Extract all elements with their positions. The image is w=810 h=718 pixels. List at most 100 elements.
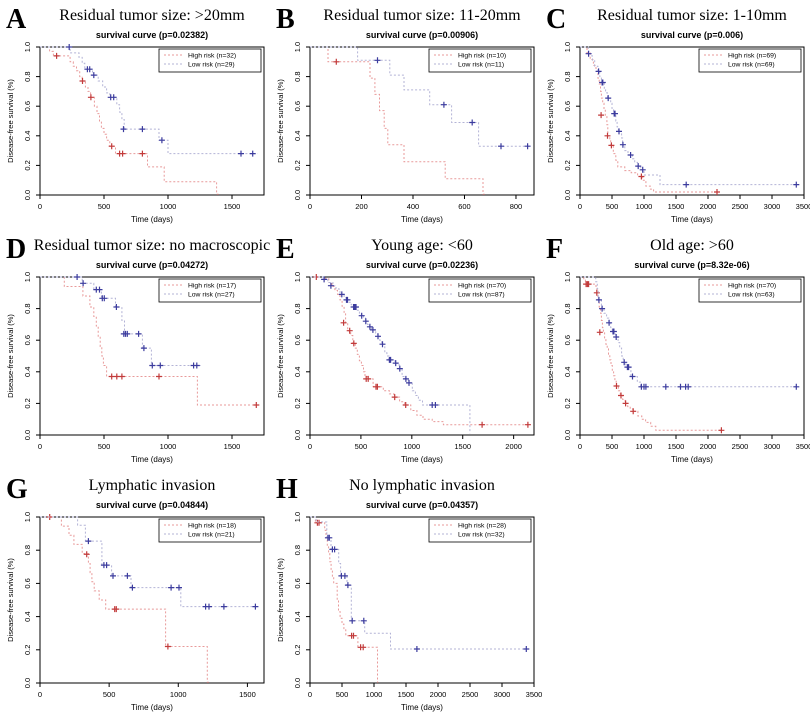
survival-curve (310, 46, 530, 147)
y-tick-label: 0.2 (23, 398, 32, 408)
legend-label: High risk (n=18) (188, 523, 236, 530)
x-tick-label: 1500 (454, 442, 471, 451)
x-tick-label: 1500 (224, 442, 241, 451)
y-axis-label: Disease-free survival (%) (546, 314, 555, 398)
y-tick-label: 1.0 (293, 512, 302, 522)
y-tick-label: 0.0 (23, 430, 32, 440)
panel-subtitle: survival curve (p=0.006) (641, 30, 743, 40)
panel-subtitle: survival curve (p=0.04357) (366, 500, 478, 510)
panel-title: Lymphatic invasion (89, 477, 216, 494)
x-tick-label: 0 (578, 442, 582, 451)
y-tick-label: 0.6 (293, 101, 302, 111)
y-tick-label: 0.8 (23, 545, 32, 555)
x-tick-label: 1000 (160, 202, 177, 211)
y-tick-label: 1.0 (563, 272, 572, 282)
x-tick-label: 0 (308, 202, 312, 211)
panel-letter: H (276, 474, 298, 505)
y-tick-label: 0.6 (563, 335, 572, 345)
x-tick-label: 2500 (732, 442, 749, 451)
x-tick-label: 0 (38, 202, 42, 211)
y-tick-label: 0.0 (563, 190, 572, 200)
y-tick-label: 0.6 (23, 101, 32, 111)
x-tick-label: 3000 (764, 442, 781, 451)
survival-curve (580, 46, 719, 193)
y-tick-label: 0.2 (23, 645, 32, 655)
y-tick-label: 0.2 (293, 160, 302, 170)
y-tick-label: 0.6 (563, 101, 572, 111)
panel-letter: E (276, 234, 295, 265)
censor-marks (598, 112, 720, 195)
x-axis-label: Time (days) (401, 455, 443, 464)
y-tick-label: 0.4 (563, 367, 572, 377)
y-tick-label: 0.8 (563, 71, 572, 81)
x-tick-label: 1000 (636, 442, 653, 451)
censor-marks (324, 534, 530, 652)
x-tick-label: 2000 (430, 690, 447, 699)
plot-box (39, 276, 265, 436)
x-axis-label: Time (days) (131, 215, 173, 224)
x-tick-label: 1000 (403, 442, 420, 451)
x-tick-label: 1000 (170, 690, 187, 699)
panel-subtitle: survival curve (p=8.32e-06) (634, 260, 749, 270)
y-tick-label: 0.6 (23, 335, 32, 345)
y-axis-label: Disease-free survival (%) (276, 314, 285, 398)
x-tick-label: 0 (578, 202, 582, 211)
y-tick-label: 0.4 (293, 131, 302, 141)
plot-box (39, 516, 265, 684)
plot-box (309, 516, 535, 684)
km-panel-C: C Residual tumor size: 1-10mm survival cur… (546, 4, 810, 224)
y-tick-label: 0.8 (293, 71, 302, 81)
censor-marks (314, 519, 367, 651)
x-tick-label: 500 (355, 442, 368, 451)
survival-curve (40, 276, 258, 406)
y-tick-label: 0.4 (563, 131, 572, 141)
x-tick-label: 500 (606, 202, 619, 211)
legend-label: High risk (n=70) (728, 283, 776, 290)
x-tick-label: 800 (510, 202, 523, 211)
y-tick-label: 1.0 (293, 272, 302, 282)
panel-subtitle: survival curve (p=0.04272) (96, 260, 208, 270)
y-tick-label: 1.0 (23, 512, 32, 522)
x-tick-label: 500 (98, 202, 111, 211)
survival-curve (310, 516, 528, 650)
censor-marks (583, 281, 725, 434)
x-axis-label: Time (days) (671, 455, 713, 464)
y-tick-label: 0.8 (563, 303, 572, 313)
x-tick-label: 500 (336, 690, 349, 699)
legend-box (428, 518, 532, 543)
y-axis-label: Disease-free survival (%) (276, 558, 285, 642)
y-tick-label: 0.2 (563, 160, 572, 170)
plot-box (579, 46, 805, 196)
censor-marks (585, 50, 800, 188)
panel-title: Residual tumor size: 1-10mm (597, 7, 787, 24)
x-tick-label: 2000 (700, 202, 717, 211)
y-tick-label: 0.8 (293, 303, 302, 313)
censor-marks (85, 538, 259, 610)
y-axis-label: Disease-free survival (%) (6, 79, 15, 163)
y-tick-label: 0.8 (23, 303, 32, 313)
km-panel-A: A Residual tumor size: >20mm survival curv… (6, 4, 265, 224)
y-tick-label: 0.4 (293, 611, 302, 621)
legend-box (698, 278, 802, 303)
x-tick-label: 2000 (505, 442, 522, 451)
legend-box (698, 48, 802, 73)
x-tick-label: 3500 (526, 690, 543, 699)
x-tick-label: 2500 (462, 690, 479, 699)
legend-box (158, 518, 262, 543)
x-tick-label: 3500 (796, 442, 810, 451)
x-tick-label: 500 (606, 442, 619, 451)
y-tick-label: 0.0 (23, 190, 32, 200)
panel-subtitle: survival curve (p=0.02236) (366, 260, 478, 270)
plot-box (579, 276, 805, 436)
km-panel-D: D Residual tumor size: no macroscopic surv… (6, 234, 270, 464)
censor-marks (595, 296, 800, 390)
km-panel-F: F Old age: >60 survival curve (p=8.32e-06)… (546, 234, 810, 464)
survival-curve (310, 516, 379, 683)
plot-box (39, 46, 265, 196)
x-tick-label: 2000 (700, 442, 717, 451)
survival-curve (40, 46, 258, 155)
y-tick-label: 1.0 (293, 42, 302, 52)
censor-marks (108, 373, 260, 408)
censor-marks (53, 52, 146, 157)
